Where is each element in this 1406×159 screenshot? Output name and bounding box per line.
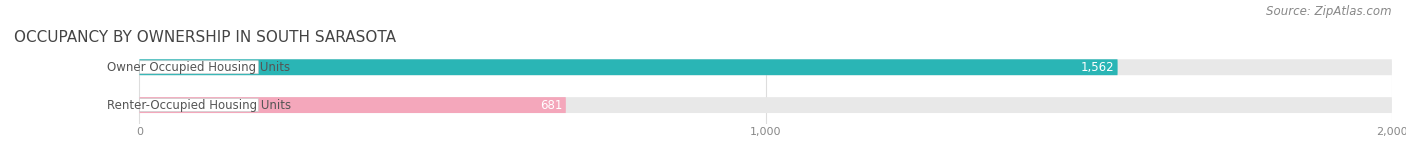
- FancyBboxPatch shape: [139, 97, 565, 113]
- Text: Renter-Occupied Housing Units: Renter-Occupied Housing Units: [107, 99, 291, 112]
- Text: OCCUPANCY BY OWNERSHIP IN SOUTH SARASOTA: OCCUPANCY BY OWNERSHIP IN SOUTH SARASOTA: [14, 30, 396, 45]
- Text: Owner Occupied Housing Units: Owner Occupied Housing Units: [107, 61, 291, 74]
- FancyBboxPatch shape: [139, 99, 259, 112]
- Text: 1,562: 1,562: [1081, 61, 1115, 74]
- Text: 681: 681: [540, 99, 562, 112]
- FancyBboxPatch shape: [139, 59, 1392, 75]
- Text: Source: ZipAtlas.com: Source: ZipAtlas.com: [1267, 5, 1392, 18]
- FancyBboxPatch shape: [139, 61, 259, 74]
- FancyBboxPatch shape: [139, 59, 1118, 75]
- FancyBboxPatch shape: [139, 97, 1392, 113]
